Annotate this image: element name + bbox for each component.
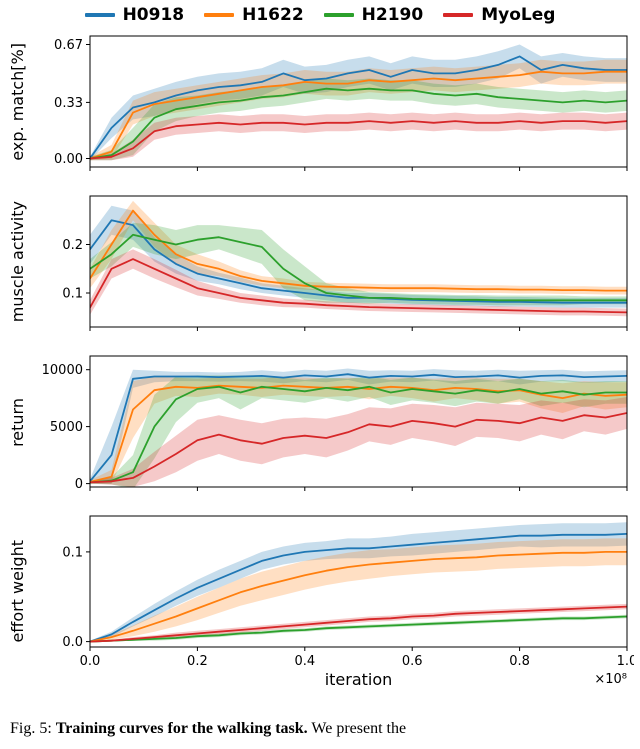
ylabel-return: return xyxy=(7,397,27,447)
legend-item-myoleg: MyoLeg xyxy=(443,5,555,25)
legend-line-swatch xyxy=(443,13,474,17)
legend-item-h1622: H1622 xyxy=(204,5,304,25)
svg-text:0.67: 0.67 xyxy=(54,38,83,53)
legend-line-swatch xyxy=(323,13,354,17)
legend-item-h2190: H2190 xyxy=(323,5,424,25)
xaxis-label: iteration xyxy=(324,670,393,689)
legend-label: H2190 xyxy=(361,5,424,25)
svg-text:0.2: 0.2 xyxy=(187,654,208,669)
figure-caption: Fig. 5: Training curves for the walking … xyxy=(0,718,640,740)
svg-text:0.4: 0.4 xyxy=(294,654,315,669)
legend-line-swatch xyxy=(84,13,115,17)
legend: H0918 H1622 H2190 MyoLeg xyxy=(0,2,640,28)
legend-label: H0918 xyxy=(122,5,185,25)
svg-text:0.0: 0.0 xyxy=(80,654,101,669)
legend-item-h0918: H0918 xyxy=(84,5,185,25)
svg-text:0.2: 0.2 xyxy=(62,238,83,253)
ylabel-exp-match: exp. match[%] xyxy=(7,43,27,161)
plot-effort-weight: 0.0 0.1 0.0 0.2 0.4 0.6 0.8 1.0 xyxy=(62,515,634,669)
plot-return: 0 5000 10000 xyxy=(42,355,628,492)
chart-return: return 0 5000 10000 xyxy=(0,352,640,492)
legend-line-swatch xyxy=(204,13,235,17)
svg-text:0.1: 0.1 xyxy=(62,287,83,302)
svg-text:10000: 10000 xyxy=(42,363,83,378)
svg-text:0: 0 xyxy=(75,477,83,492)
svg-text:0.1: 0.1 xyxy=(62,545,83,560)
chart-muscle-activity: muscle activity 0.1 0.2 xyxy=(0,192,640,332)
legend-label: MyoLeg xyxy=(481,5,556,25)
svg-text:0.33: 0.33 xyxy=(54,96,83,111)
svg-text:1.0: 1.0 xyxy=(617,654,634,669)
xaxis-exponent: ×10⁸ xyxy=(594,672,627,687)
plot-exp-match: 0.00 0.33 0.67 xyxy=(54,35,628,171)
caption-rest: We present the xyxy=(311,720,407,737)
svg-text:0.6: 0.6 xyxy=(402,654,423,669)
ylabel-muscle-activity: muscle activity xyxy=(7,201,27,323)
plot-muscle-activity: 0.1 0.2 xyxy=(62,195,628,331)
svg-text:0.0: 0.0 xyxy=(62,635,83,650)
svg-text:0.00: 0.00 xyxy=(54,152,83,167)
caption-prefix: Fig. 5: xyxy=(10,720,52,737)
xaxis-row: iteration ×10⁸ xyxy=(34,670,634,694)
svg-text:0.8: 0.8 xyxy=(509,654,530,669)
ylabel-effort-weight: effort weight xyxy=(7,539,27,643)
legend-label: H1622 xyxy=(242,5,304,25)
caption-bold: Training curves for the walking task. xyxy=(55,720,308,737)
chart-effort-weight: effort weight 0.0 0.1 0.0 0.2 0.4 0.6 0.8 1.0 xyxy=(0,512,640,670)
chart-exp-match: exp. match[%] 0.00 0.33 0.67 xyxy=(0,32,640,172)
svg-text:5000: 5000 xyxy=(50,420,83,435)
